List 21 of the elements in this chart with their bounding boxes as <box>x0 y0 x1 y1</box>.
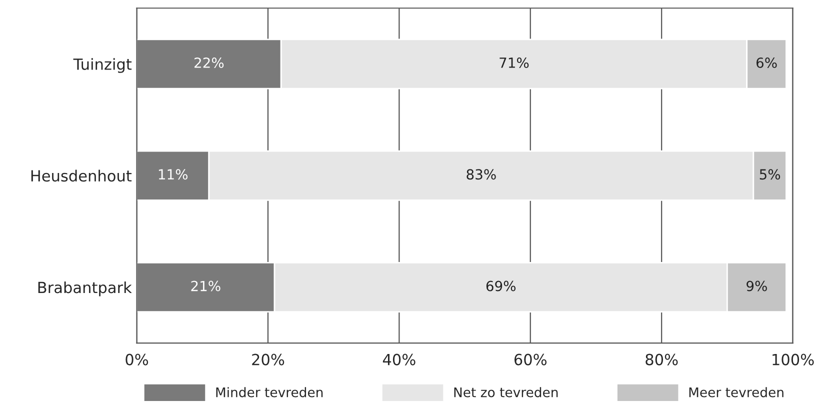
data-label: 69% <box>486 280 516 292</box>
x-tick-label: 80% <box>646 354 678 366</box>
x-tick-label: 20% <box>252 354 284 366</box>
x-tick-label: 0% <box>126 354 148 366</box>
y-tick-label: Tuinzigt <box>73 58 132 73</box>
data-label: 83% <box>466 169 496 180</box>
legend-label: Meer tevreden <box>689 387 784 398</box>
data-label: 71% <box>500 57 529 68</box>
legend-label: Net zo tevreden <box>454 387 558 398</box>
data-label: 22% <box>194 57 224 68</box>
x-tick-label: 100% <box>772 354 814 366</box>
data-label: 11% <box>158 169 188 180</box>
legend-label: Minder tevreden <box>216 387 323 398</box>
x-tick-label: 60% <box>514 354 547 366</box>
data-label: 21% <box>191 280 220 292</box>
x-tick-label: 40% <box>382 354 416 366</box>
data-label: 9% <box>746 280 767 292</box>
y-tick-label: Heusdenhout <box>31 170 132 182</box>
data-label: 5% <box>760 169 780 180</box>
data-label: 6% <box>756 57 777 68</box>
y-tick-label: Brabantpark <box>38 281 132 296</box>
